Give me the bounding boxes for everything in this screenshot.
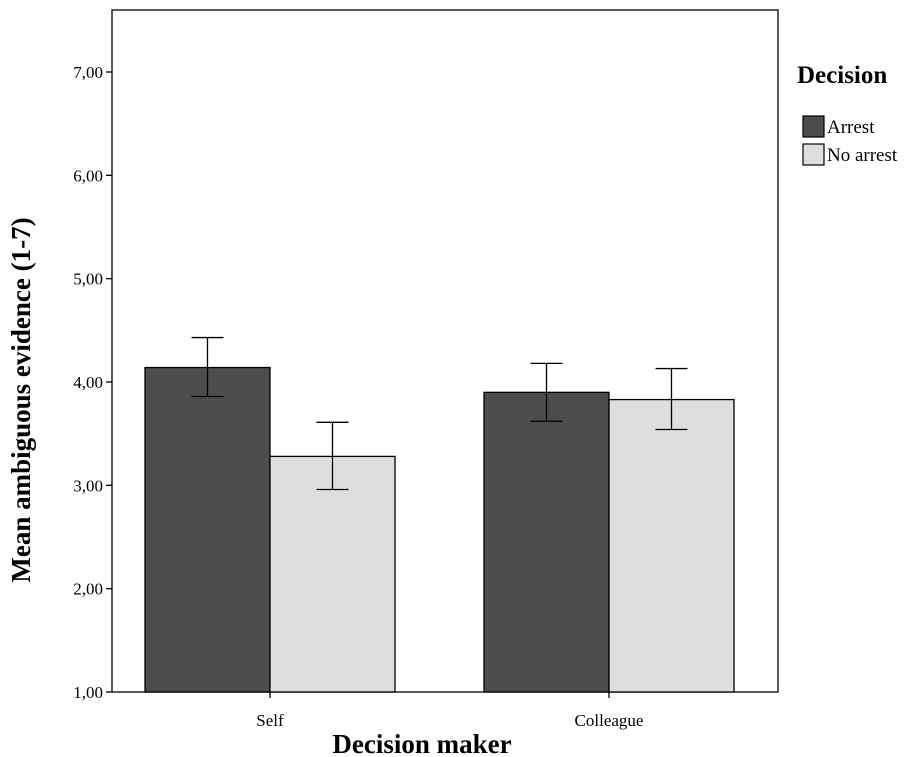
- y-tick-label: 3,00: [73, 476, 103, 495]
- x-axis-categories: Self Colleague: [256, 692, 643, 730]
- bar-no-arrest-self: [269, 455, 396, 693]
- y-axis-title: Mean ambiguous evidence (1-7): [6, 217, 36, 582]
- y-tick-label: 7,00: [73, 63, 103, 82]
- y-tick-label: 1,00: [73, 683, 103, 702]
- legend-label-no-arrest: No arrest: [827, 145, 898, 166]
- x-tick-label: Colleague: [575, 711, 644, 730]
- legend-swatch-no-arrest: [802, 143, 825, 166]
- y-tick-label: 6,00: [73, 166, 103, 185]
- y-axis-ticks: 1,00 2,00 3,00 4,00 5,00 6,00 7,00: [73, 63, 112, 702]
- bar-no-arrest-colleague: [608, 398, 735, 693]
- legend-title: Decision: [797, 62, 887, 89]
- x-tick-label: Self: [256, 711, 284, 730]
- x-axis-title: Decision maker: [332, 729, 511, 757]
- bar-arrest-colleague: [483, 391, 610, 693]
- legend-items: Arrest No arrest: [802, 115, 898, 166]
- y-tick-label: 4,00: [73, 373, 103, 392]
- legend-swatch-arrest: [802, 115, 825, 138]
- legend: Decision Arrest No arrest: [797, 62, 898, 166]
- bar-arrest-self: [144, 366, 271, 693]
- legend-label-arrest: Arrest: [827, 117, 875, 138]
- plot-area: [111, 9, 779, 693]
- y-tick-label: 5,00: [73, 270, 103, 289]
- plot-frame: [111, 9, 779, 693]
- y-tick-label: 2,00: [73, 580, 103, 599]
